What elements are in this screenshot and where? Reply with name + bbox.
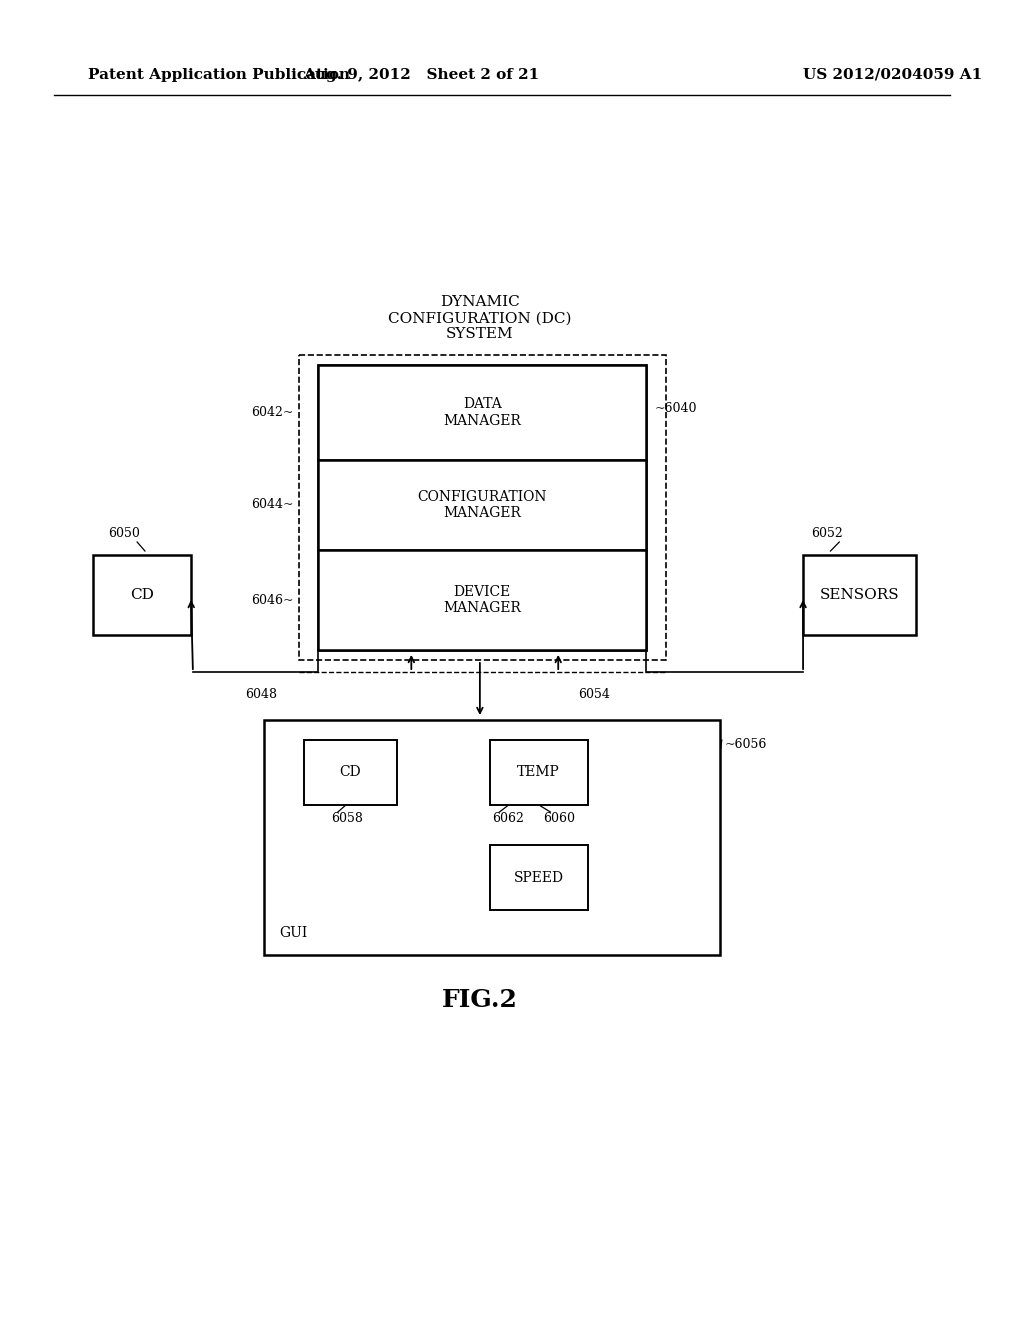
Bar — [303, 741, 396, 805]
Text: Aug. 9, 2012   Sheet 2 of 21: Aug. 9, 2012 Sheet 2 of 21 — [303, 69, 540, 82]
Text: FIG.2: FIG.2 — [442, 987, 518, 1012]
Text: 6062: 6062 — [492, 812, 523, 825]
Text: 6042~: 6042~ — [252, 407, 294, 420]
Text: GUI: GUI — [280, 927, 307, 940]
Bar — [318, 550, 646, 649]
Bar — [299, 355, 666, 660]
Bar — [489, 845, 588, 909]
Bar — [264, 719, 720, 954]
Text: 6054: 6054 — [578, 688, 609, 701]
Text: 6058: 6058 — [331, 812, 362, 825]
Text: CONFIGURATION
MANAGER: CONFIGURATION MANAGER — [418, 490, 547, 520]
Text: 6046~: 6046~ — [251, 594, 294, 606]
Text: DYNAMIC
CONFIGURATION (DC)
SYSTEM: DYNAMIC CONFIGURATION (DC) SYSTEM — [388, 294, 571, 342]
Bar — [803, 554, 915, 635]
Bar — [318, 459, 646, 550]
Bar — [318, 366, 646, 649]
Text: CD: CD — [339, 766, 360, 780]
Text: SENSORS: SENSORS — [819, 587, 899, 602]
Bar — [93, 554, 190, 635]
Text: 6048: 6048 — [245, 688, 276, 701]
Text: CD: CD — [130, 587, 154, 602]
Text: 6044~: 6044~ — [251, 499, 294, 511]
Text: 6060: 6060 — [544, 812, 575, 825]
Text: ~6040: ~6040 — [654, 401, 696, 414]
Text: DEVICE
MANAGER: DEVICE MANAGER — [443, 585, 521, 615]
Text: SPEED: SPEED — [514, 870, 563, 884]
Text: DATA
MANAGER: DATA MANAGER — [443, 397, 521, 428]
Text: 6052: 6052 — [811, 527, 843, 540]
Bar — [318, 366, 646, 459]
Text: ~6056: ~6056 — [725, 738, 767, 751]
Text: US 2012/0204059 A1: US 2012/0204059 A1 — [803, 69, 982, 82]
Text: TEMP: TEMP — [517, 766, 560, 780]
Bar — [489, 741, 588, 805]
Text: 6050: 6050 — [108, 527, 139, 540]
Text: Patent Application Publication: Patent Application Publication — [88, 69, 350, 82]
